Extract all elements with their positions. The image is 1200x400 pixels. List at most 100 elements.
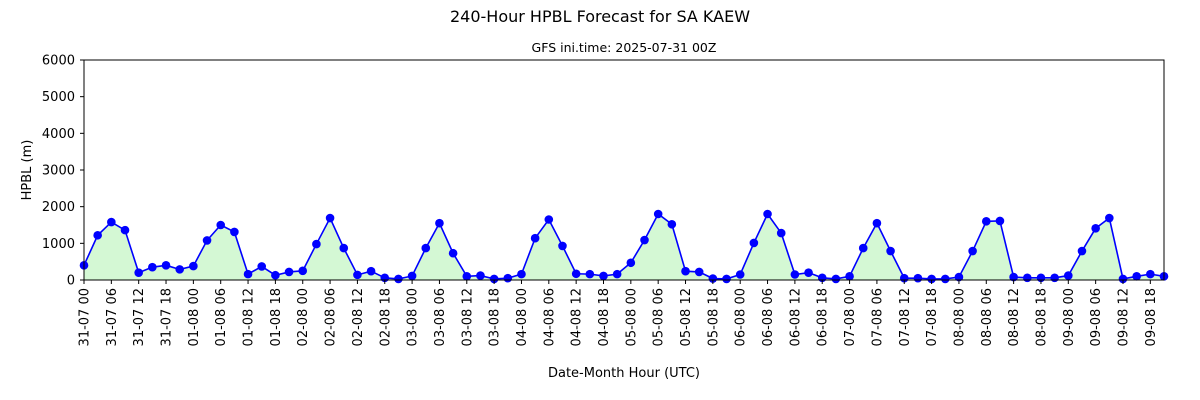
data-point (708, 274, 718, 283)
chart-subtitle: GFS ini.time: 2025-07-31 00Z (532, 40, 717, 55)
data-point (599, 271, 608, 281)
data-point (612, 269, 622, 279)
y-tick-label: 1000 (42, 237, 75, 252)
x-tick-label: 02-08 00 (296, 288, 311, 346)
data-point (667, 219, 677, 229)
data-point (968, 246, 977, 256)
y-axis-label: HPBL (m) (20, 140, 35, 201)
data-point (722, 274, 731, 284)
x-tick-label: 08-08 18 (1034, 288, 1049, 346)
data-point (489, 274, 499, 284)
data-point (927, 274, 936, 284)
x-tick-label: 02-08 06 (324, 288, 339, 346)
x-tick-label: 01-08 06 (214, 288, 229, 346)
data-point (872, 218, 882, 228)
data-point (202, 236, 212, 245)
x-tick-label: 05-08 06 (652, 288, 667, 346)
data-point (913, 273, 923, 283)
data-point (216, 220, 226, 230)
x-tick-label: 09-08 18 (1144, 288, 1159, 346)
x-tick-label: 08-08 12 (1007, 288, 1022, 346)
data-point (161, 261, 171, 270)
data-point (1118, 274, 1128, 284)
data-point (954, 272, 964, 282)
data-point (462, 272, 472, 281)
data-point (1077, 246, 1087, 256)
data-point (421, 243, 431, 253)
x-tick-label: 09-08 00 (1062, 288, 1077, 346)
data-point (1009, 272, 1018, 282)
data-point (530, 233, 540, 243)
data-point (694, 267, 704, 277)
data-point (735, 270, 745, 279)
data-point (284, 267, 294, 277)
x-tick-label: 31-07 12 (132, 288, 147, 346)
data-point (148, 262, 157, 272)
data-point (626, 258, 636, 268)
x-tick-label: 05-08 00 (624, 288, 639, 346)
x-tick-label: 09-08 12 (1116, 288, 1131, 346)
data-point (243, 269, 253, 279)
y-tick-label: 6000 (42, 54, 75, 69)
data-point (476, 271, 485, 280)
x-tick-label: 04-08 00 (515, 288, 530, 346)
data-point (517, 269, 526, 279)
x-tick-label: 07-08 00 (843, 288, 858, 346)
area-fill (84, 214, 1164, 280)
data-point (175, 265, 184, 274)
data-point (1146, 269, 1155, 279)
x-tick-label: 05-08 12 (679, 288, 694, 346)
y-tick-label: 4000 (42, 127, 75, 142)
data-point (134, 268, 143, 277)
x-tick-label: 05-08 18 (706, 288, 721, 346)
data-point (763, 209, 772, 219)
y-tick-label: 5000 (42, 90, 75, 105)
data-point (585, 269, 595, 279)
data-point (394, 274, 403, 284)
x-tick-label: 07-08 12 (898, 288, 913, 346)
data-point (544, 215, 554, 224)
data-point (435, 218, 444, 228)
data-point (298, 266, 308, 276)
x-tick-label: 04-08 06 (542, 288, 557, 346)
data-point (271, 270, 280, 280)
x-tick-label: 08-08 00 (952, 288, 967, 346)
x-tick-label: 02-08 12 (351, 288, 366, 346)
data-point (353, 270, 362, 280)
x-tick-label: 31-07 06 (105, 288, 120, 346)
data-point (940, 274, 950, 284)
x-tick-label: 01-08 00 (187, 288, 202, 346)
plot-area: 0 1000 2000 3000 4000 5000 6000 31-07 00 31-07 0… (42, 54, 1169, 346)
data-point (1050, 273, 1059, 283)
x-tick-label: 06-08 18 (816, 288, 831, 346)
x-tick-label: 03-08 00 (406, 288, 421, 346)
data-point (1105, 213, 1114, 223)
data-point (312, 239, 321, 249)
x-tick-label: 03-08 18 (488, 288, 503, 346)
data-point (886, 246, 895, 256)
data-point (845, 272, 854, 281)
data-point (189, 261, 198, 271)
data-point (366, 266, 376, 276)
data-point (1064, 271, 1073, 280)
x-tick-label: 02-08 18 (378, 288, 393, 346)
x-tick-label: 06-08 12 (788, 288, 803, 346)
x-tick-label: 04-08 18 (597, 288, 612, 346)
x-tick-label: 03-08 12 (460, 288, 475, 346)
chart-title: 240-Hour HPBL Forecast for SA KAEW (450, 7, 750, 26)
data-point (558, 241, 567, 251)
x-tick-label: 09-08 06 (1089, 288, 1104, 346)
x-tick-label: 03-08 06 (433, 288, 448, 346)
x-tick-label: 07-08 06 (870, 288, 885, 346)
data-point (448, 248, 458, 258)
x-tick-label: 01-08 18 (269, 288, 284, 346)
x-tick-label: 06-08 06 (761, 288, 776, 346)
data-point (1022, 273, 1032, 283)
y-tick-label: 3000 (42, 164, 75, 179)
x-axis-label: Date-Month Hour (UTC) (548, 366, 700, 381)
data-point (93, 230, 102, 240)
data-point (776, 228, 786, 238)
data-point (804, 268, 813, 277)
data-point (790, 270, 800, 279)
